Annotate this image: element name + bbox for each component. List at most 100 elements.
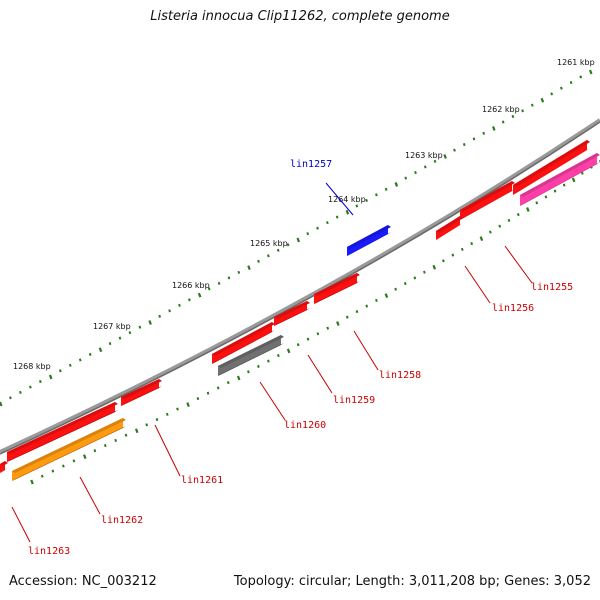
scale-label: 1266 kbp — [172, 281, 210, 290]
outer-tick — [0, 401, 3, 407]
inner-tick — [451, 253, 455, 257]
inner-tick — [516, 213, 520, 217]
outer-tick — [138, 325, 142, 329]
inner-tick — [460, 247, 464, 251]
outer-tick — [29, 385, 32, 389]
outer-tick — [550, 92, 554, 96]
inner-tick — [384, 293, 389, 298]
outer-tick — [108, 342, 112, 346]
inner-tick — [155, 418, 159, 422]
inner-tick — [403, 282, 407, 286]
gene-label-lin1257[interactable]: lin1257 — [290, 159, 332, 170]
outer-tick — [267, 254, 270, 258]
inner-tick — [553, 189, 557, 193]
outer-tick — [560, 86, 563, 90]
inner-tick — [114, 438, 118, 442]
genome-backbone-shadow — [0, 121, 600, 455]
gene-label-lin1260[interactable]: lin1260 — [284, 420, 326, 431]
inner-tick — [236, 375, 241, 381]
gene-label-lin1255[interactable]: lin1255 — [531, 282, 573, 293]
gene-label-lin1262[interactable]: lin1262 — [101, 515, 143, 526]
gene-segment-extra — [212, 322, 275, 364]
inner-tick — [571, 177, 576, 183]
outer-tick — [335, 215, 339, 219]
outer-tick — [58, 369, 62, 373]
gene-lin1255 — [520, 153, 600, 206]
outer-tick — [217, 281, 221, 285]
leader-line — [259, 381, 286, 421]
gene-label-lin1261[interactable]: lin1261 — [181, 475, 223, 486]
gene-labels: lin1255 lin1256 lin1257 lin1258 lin1259 lin12… — [28, 159, 573, 557]
outer-tick — [197, 292, 202, 298]
outer-tick — [492, 126, 496, 131]
leader-line — [307, 354, 333, 394]
inner-tick — [286, 348, 291, 354]
gene-segment-extra — [513, 140, 590, 195]
inner-tick — [345, 315, 349, 319]
inner-tick — [145, 423, 149, 427]
gene-label-lin1259[interactable]: lin1259 — [333, 395, 375, 406]
inner-tick — [562, 183, 566, 187]
inner-tick — [394, 287, 398, 291]
inner-tick — [165, 412, 169, 416]
inner-tick — [247, 370, 250, 374]
gene-lin1259 — [274, 301, 310, 326]
inner-tick — [326, 326, 330, 330]
inner-tick — [375, 298, 378, 303]
outer-tick — [433, 159, 437, 163]
inner-tick — [470, 242, 474, 246]
gene-lin1262 — [12, 418, 126, 481]
inner-tick — [196, 396, 200, 401]
inner-tick — [206, 391, 210, 395]
outer-tick — [453, 148, 456, 152]
gene-lin1261 — [121, 379, 162, 406]
outer-tick — [118, 336, 122, 340]
outer-tick — [462, 142, 466, 147]
inner-tick — [176, 407, 179, 411]
outer-tick — [365, 198, 368, 202]
inner-tick — [226, 381, 230, 385]
outer-tick — [540, 97, 545, 103]
gene-features — [0, 140, 600, 481]
outer-tick — [158, 314, 162, 318]
outer-tick — [375, 193, 378, 197]
inner-tick — [355, 310, 359, 314]
inner-tick — [82, 454, 87, 459]
inner-tick — [296, 343, 300, 347]
inner-tick — [365, 304, 369, 308]
inner-tick — [535, 201, 539, 205]
outer-tick — [148, 320, 152, 325]
inner-tick — [432, 264, 437, 270]
inner-tick — [186, 402, 190, 407]
outer-tick — [286, 243, 290, 247]
scale-label: 1267 kbp — [93, 322, 131, 331]
outer-tick — [188, 298, 191, 302]
gene-label-lin1263[interactable]: lin1263 — [28, 546, 70, 557]
gene-label-lin1256[interactable]: lin1256 — [492, 303, 534, 314]
accession-text: Accession: NC_003212 — [9, 574, 157, 589]
outer-tick — [326, 221, 329, 225]
outer-tick — [98, 347, 103, 353]
outer-tick — [579, 75, 583, 79]
outer-tick — [482, 131, 486, 135]
outer-tick — [48, 374, 53, 380]
gene-label-lin1258[interactable]: lin1258 — [379, 370, 421, 381]
outer-tick — [88, 352, 92, 357]
outer-tick — [355, 204, 359, 208]
inner-tick — [526, 207, 530, 212]
outer-tick — [296, 237, 301, 243]
gene-segment-extra — [436, 216, 463, 240]
scale-label: 1264 kbp — [328, 195, 366, 204]
scale-label: 1262 kbp — [482, 105, 520, 114]
inner-tick — [93, 449, 97, 453]
inner-tick — [423, 270, 426, 274]
inner-tick — [498, 224, 502, 228]
genome-title: Listeria innocua Clip11262, complete gen… — [150, 9, 450, 24]
topology-summary: Topology: circular; Length: 3,011,208 bp… — [233, 574, 591, 589]
scale-label: 1263 kbp — [405, 151, 443, 160]
inner-tick — [124, 433, 128, 437]
outer-tick — [384, 187, 388, 191]
outer-tick — [9, 396, 12, 400]
inner-tick — [336, 321, 340, 326]
